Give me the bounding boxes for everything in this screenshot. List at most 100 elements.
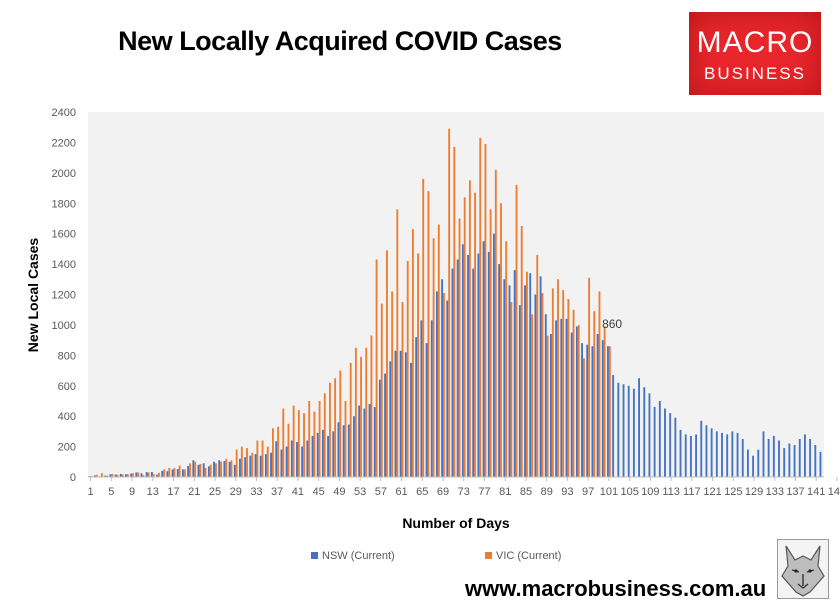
bar-vic-day-50: [344, 400, 347, 477]
bar-nsw-day-31: [244, 457, 247, 477]
bar-nsw-day-2: [93, 475, 96, 477]
bar-vic-day-76: [479, 137, 482, 477]
bar-nsw-day-25: [213, 461, 215, 477]
bar-nsw-day-30: [239, 458, 241, 477]
bar-nsw-day-125: [731, 431, 734, 478]
bar-vic-day-25: [214, 463, 217, 477]
bar-nsw-day-136: [788, 443, 791, 477]
bar-vic-day-18: [178, 465, 181, 477]
bar-nsw-day-134: [778, 440, 780, 477]
bar-nsw-day-101: [607, 346, 609, 477]
bar-vic-day-98: [593, 311, 596, 477]
x-tick-label: 37: [271, 486, 283, 498]
y-tick-label: 2200: [52, 137, 76, 149]
bar-nsw-day-83: [513, 270, 516, 477]
bar-nsw-day-27: [223, 461, 226, 477]
bar-nsw-day-6: [114, 474, 117, 477]
x-tick-label: 97: [582, 486, 594, 498]
x-tick-label: 141: [807, 486, 825, 498]
x-tick-label: 69: [437, 486, 449, 498]
bar-vic-day-35: [266, 446, 269, 477]
bar-nsw-day-78: [487, 251, 490, 477]
bar-vic-day-29: [235, 449, 238, 478]
bar-vic-day-60: [396, 209, 399, 477]
bar-nsw-day-39: [285, 446, 288, 477]
bar-nsw-day-7: [119, 473, 122, 477]
bar-nsw-day-18: [176, 469, 179, 477]
bar-nsw-day-95: [575, 326, 578, 477]
bar-nsw-day-96: [581, 343, 583, 477]
bar-nsw-day-4: [104, 475, 107, 477]
bar-nsw-day-52: [353, 416, 355, 477]
bar-nsw-day-43: [306, 440, 309, 477]
bar-vic-day-39: [287, 423, 290, 477]
bar-nsw-day-11: [140, 473, 143, 477]
bar-nsw-day-105: [627, 385, 630, 477]
bar-nsw-day-80: [498, 264, 501, 477]
bar-nsw-day-137: [793, 445, 796, 477]
bar-nsw-day-28: [228, 461, 231, 477]
bar-vic-day-68: [437, 224, 440, 477]
bar-nsw-day-74: [467, 254, 469, 477]
bar-nsw-day-19: [182, 469, 184, 477]
x-tick-label: 45: [313, 486, 325, 498]
bar-vic-day-16: [168, 467, 171, 478]
bar-vic-day-73: [463, 197, 466, 478]
bar-vic-day-90: [551, 288, 554, 477]
bar-nsw-day-109: [648, 393, 651, 477]
bar-nsw-day-13: [150, 471, 153, 477]
y-tick-label: 0: [70, 472, 76, 484]
bar-nsw-day-46: [321, 429, 324, 477]
bar-nsw-day-60: [394, 350, 397, 477]
x-tick-label: 117: [683, 486, 701, 498]
bar-vic-day-34: [261, 440, 264, 477]
bar-vic-day-17: [173, 467, 176, 478]
y-tick-label: 1400: [52, 259, 76, 271]
bar-nsw-day-71: [451, 268, 454, 477]
y-tick-label: 1200: [52, 290, 76, 302]
bar-nsw-day-72: [456, 259, 459, 477]
bar-vic-day-27: [225, 458, 228, 477]
bar-nsw-day-21: [192, 460, 195, 477]
bar-vic-day-86: [531, 314, 534, 477]
bar-vic-day-20: [189, 463, 191, 477]
bar-nsw-day-107: [638, 378, 640, 477]
bar-vic-day-9: [132, 473, 134, 477]
bar-nsw-day-108: [643, 387, 646, 477]
legend-label-nsw: NSW (Current): [322, 550, 395, 562]
bar-nsw-day-124: [726, 434, 729, 477]
bar-nsw-day-54: [363, 408, 366, 477]
bar-nsw-day-9: [130, 473, 133, 477]
bar-vic-day-70: [448, 128, 451, 478]
x-tick-label: 57: [375, 486, 387, 498]
website-url: www.macrobusiness.com.au: [465, 576, 767, 601]
bar-vic-day-81: [505, 241, 508, 477]
bar-nsw-day-129: [752, 455, 755, 477]
bar-nsw-day-100: [601, 340, 604, 478]
bar-nsw-day-23: [202, 463, 205, 477]
bar-vic-day-24: [209, 464, 212, 477]
bar-vic-day-66: [427, 191, 430, 477]
bar-nsw-day-111: [658, 400, 661, 477]
bar-nsw-day-69: [441, 279, 444, 477]
bar-nsw-day-66: [425, 343, 428, 477]
bar-nsw-day-36: [270, 452, 272, 477]
bar-nsw-day-139: [803, 434, 806, 477]
x-axis-label: Number of Days: [402, 515, 510, 531]
bar-nsw-day-29: [233, 464, 236, 477]
x-tick-label: 137: [786, 486, 804, 498]
bar-nsw-day-37: [275, 441, 278, 477]
bar-vic-day-11: [142, 475, 145, 477]
y-tick-label: 600: [58, 381, 76, 393]
x-tick-label: 9: [129, 486, 135, 498]
bar-vic-day-46: [323, 393, 326, 477]
bar-vic-day-31: [246, 448, 248, 477]
bar-vic-day-5: [111, 473, 114, 477]
x-axis-ticks: 1 5 9 13 17 21 25 29 33 37 41 45 49 53 57 61 65 69 73 77 81 8…: [88, 477, 840, 498]
bar-nsw-day-138: [798, 438, 801, 477]
bar-nsw-day-140: [809, 438, 812, 477]
bar-nsw-day-45: [316, 432, 319, 477]
bar-vic-day-26: [220, 461, 223, 477]
x-tick-label: 49: [333, 486, 345, 498]
bar-nsw-day-59: [389, 361, 392, 477]
